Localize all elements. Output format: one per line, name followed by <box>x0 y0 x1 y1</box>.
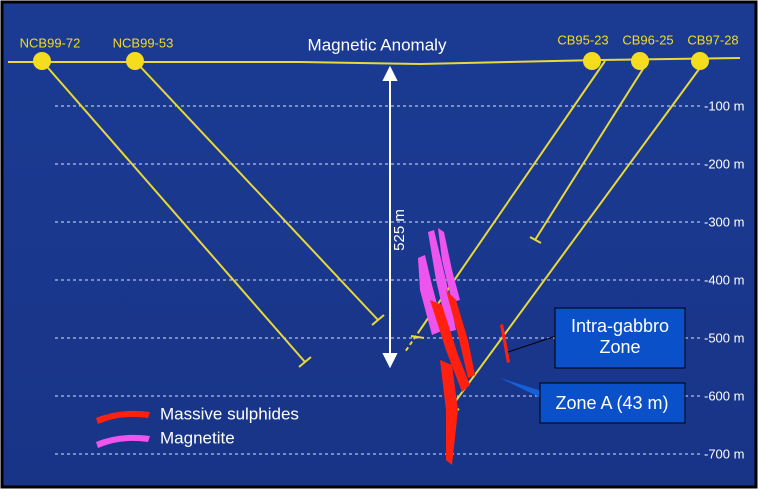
title: Magnetic Anomaly <box>308 35 447 54</box>
hole-label: CB95-23 <box>557 32 608 47</box>
zone-box <box>539 382 686 424</box>
zone-label: Intra-gabbro Zone <box>571 316 669 357</box>
hole-label: NCB99-53 <box>113 35 174 50</box>
zone-label: Zone A (43 m) <box>555 393 668 413</box>
depth-label: -100 m <box>704 98 744 113</box>
depth-label: -400 m <box>704 272 744 287</box>
collars <box>33 52 709 70</box>
callouts <box>507 335 557 353</box>
legend-swatch <box>96 434 150 448</box>
depth-label: -700 m <box>704 446 744 461</box>
span-label: 525 m <box>391 209 408 251</box>
hole-label: NCB99-72 <box>20 35 81 50</box>
zone-box <box>554 307 686 369</box>
hole-label: CB97-28 <box>687 32 738 47</box>
legend-label: Magnetite <box>160 428 235 447</box>
massive-sulphides <box>430 290 510 465</box>
callout-wedge <box>500 378 545 400</box>
legend-swatch <box>96 410 150 424</box>
legend-label: Massive sulphides <box>160 404 299 423</box>
depth-label: -200 m <box>704 156 744 171</box>
span-arrow <box>382 65 398 369</box>
depth-label: -300 m <box>704 214 744 229</box>
hole-label: CB96-25 <box>622 32 673 47</box>
depth-label: -600 m <box>704 388 744 403</box>
depth-label: -500 m <box>704 330 744 345</box>
